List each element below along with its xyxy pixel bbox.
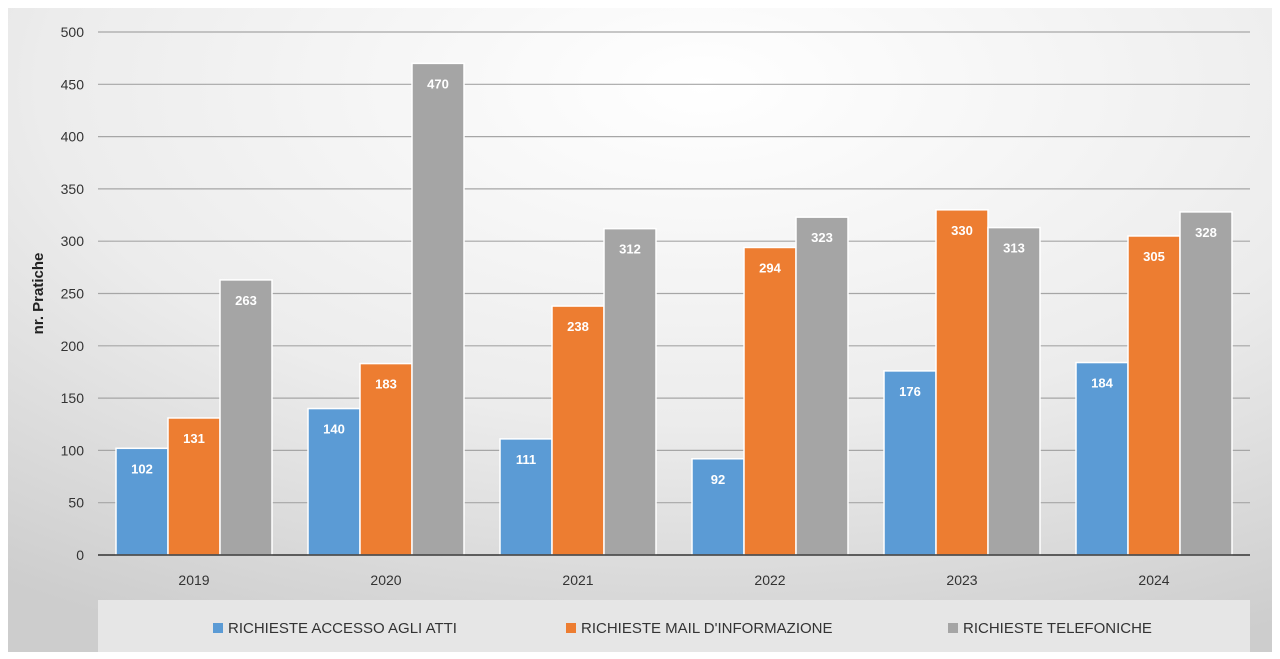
- bar-data-label: 305: [1143, 249, 1165, 264]
- legend-label: RICHIESTE ACCESSO AGLI ATTI: [228, 620, 457, 637]
- y-tick-label: 450: [61, 76, 85, 92]
- bars: [115, 62, 1233, 556]
- bar: [883, 370, 937, 556]
- bar: [1127, 235, 1181, 556]
- bar-data-label: 184: [1091, 376, 1113, 391]
- y-tick-label: 400: [61, 129, 85, 145]
- y-tick-label: 500: [61, 24, 85, 40]
- y-tick-label: 50: [68, 495, 84, 511]
- bar-data-label: 263: [235, 293, 257, 308]
- y-tick-label: 0: [76, 547, 84, 563]
- bar: [499, 438, 553, 556]
- legend-label: RICHIESTE MAIL D'INFORMAZIONE: [581, 620, 833, 637]
- bar-data-label: 140: [323, 422, 345, 437]
- bar: [795, 216, 849, 556]
- legend-swatch: [566, 623, 576, 633]
- bar-data-label: 131: [183, 431, 205, 446]
- bar-data-label: 323: [811, 230, 833, 245]
- bar: [551, 305, 605, 556]
- bar-data-label: 313: [1003, 241, 1025, 256]
- bar-data-label: 102: [131, 461, 153, 476]
- bar: [359, 362, 413, 556]
- legend-box: [98, 600, 1250, 652]
- bar-data-label: 92: [711, 472, 725, 487]
- bar-data-label: 312: [619, 242, 641, 257]
- bar: [1179, 211, 1233, 556]
- bar: [1075, 361, 1129, 556]
- y-axis-title: nr. Pratiche: [30, 253, 47, 335]
- bar-data-label: 183: [375, 377, 397, 392]
- legend-label: RICHIESTE TELEFONICHE: [963, 620, 1152, 637]
- axes: 0 50 100 150 200 250 300 350 400 450 500 2019 2020 20…: [61, 24, 1250, 588]
- y-tick-label: 250: [61, 286, 85, 302]
- bar-data-label: 330: [951, 223, 973, 238]
- y-tick-label: 100: [61, 442, 85, 458]
- bar: [219, 279, 273, 556]
- bar: [603, 227, 657, 556]
- x-tick-label: 2022: [754, 572, 785, 588]
- bar-data-label: 111: [516, 452, 536, 467]
- x-tick-label: 2020: [370, 572, 401, 588]
- legend-swatch: [213, 623, 223, 633]
- y-tick-label: 200: [61, 338, 85, 354]
- legend: RICHIESTE ACCESSO AGLI ATTI RICHIESTE MAI…: [213, 620, 1152, 637]
- bar-data-label: 238: [567, 319, 589, 334]
- bar: [987, 226, 1041, 556]
- x-tick-label: 2019: [178, 572, 209, 588]
- data-labels: 102 131 263 140 183 470 111 238 312 92 294 323 176 33…: [131, 76, 1217, 486]
- y-tick-label: 350: [61, 181, 85, 197]
- gridlines: [98, 31, 1250, 504]
- x-tick-label: 2021: [562, 572, 593, 588]
- bar: [411, 62, 465, 556]
- bar: [935, 209, 989, 556]
- bar-data-label: 328: [1195, 225, 1217, 240]
- bar: [743, 246, 797, 556]
- x-tick-label: 2024: [1138, 572, 1169, 588]
- y-tick-label: 150: [61, 390, 85, 406]
- legend-swatch: [948, 623, 958, 633]
- bar-data-label: 294: [759, 260, 781, 275]
- x-tick-label: 2023: [946, 572, 977, 588]
- bar-data-label: 470: [427, 76, 449, 91]
- bar-data-label: 176: [899, 384, 921, 399]
- y-tick-label: 300: [61, 233, 85, 249]
